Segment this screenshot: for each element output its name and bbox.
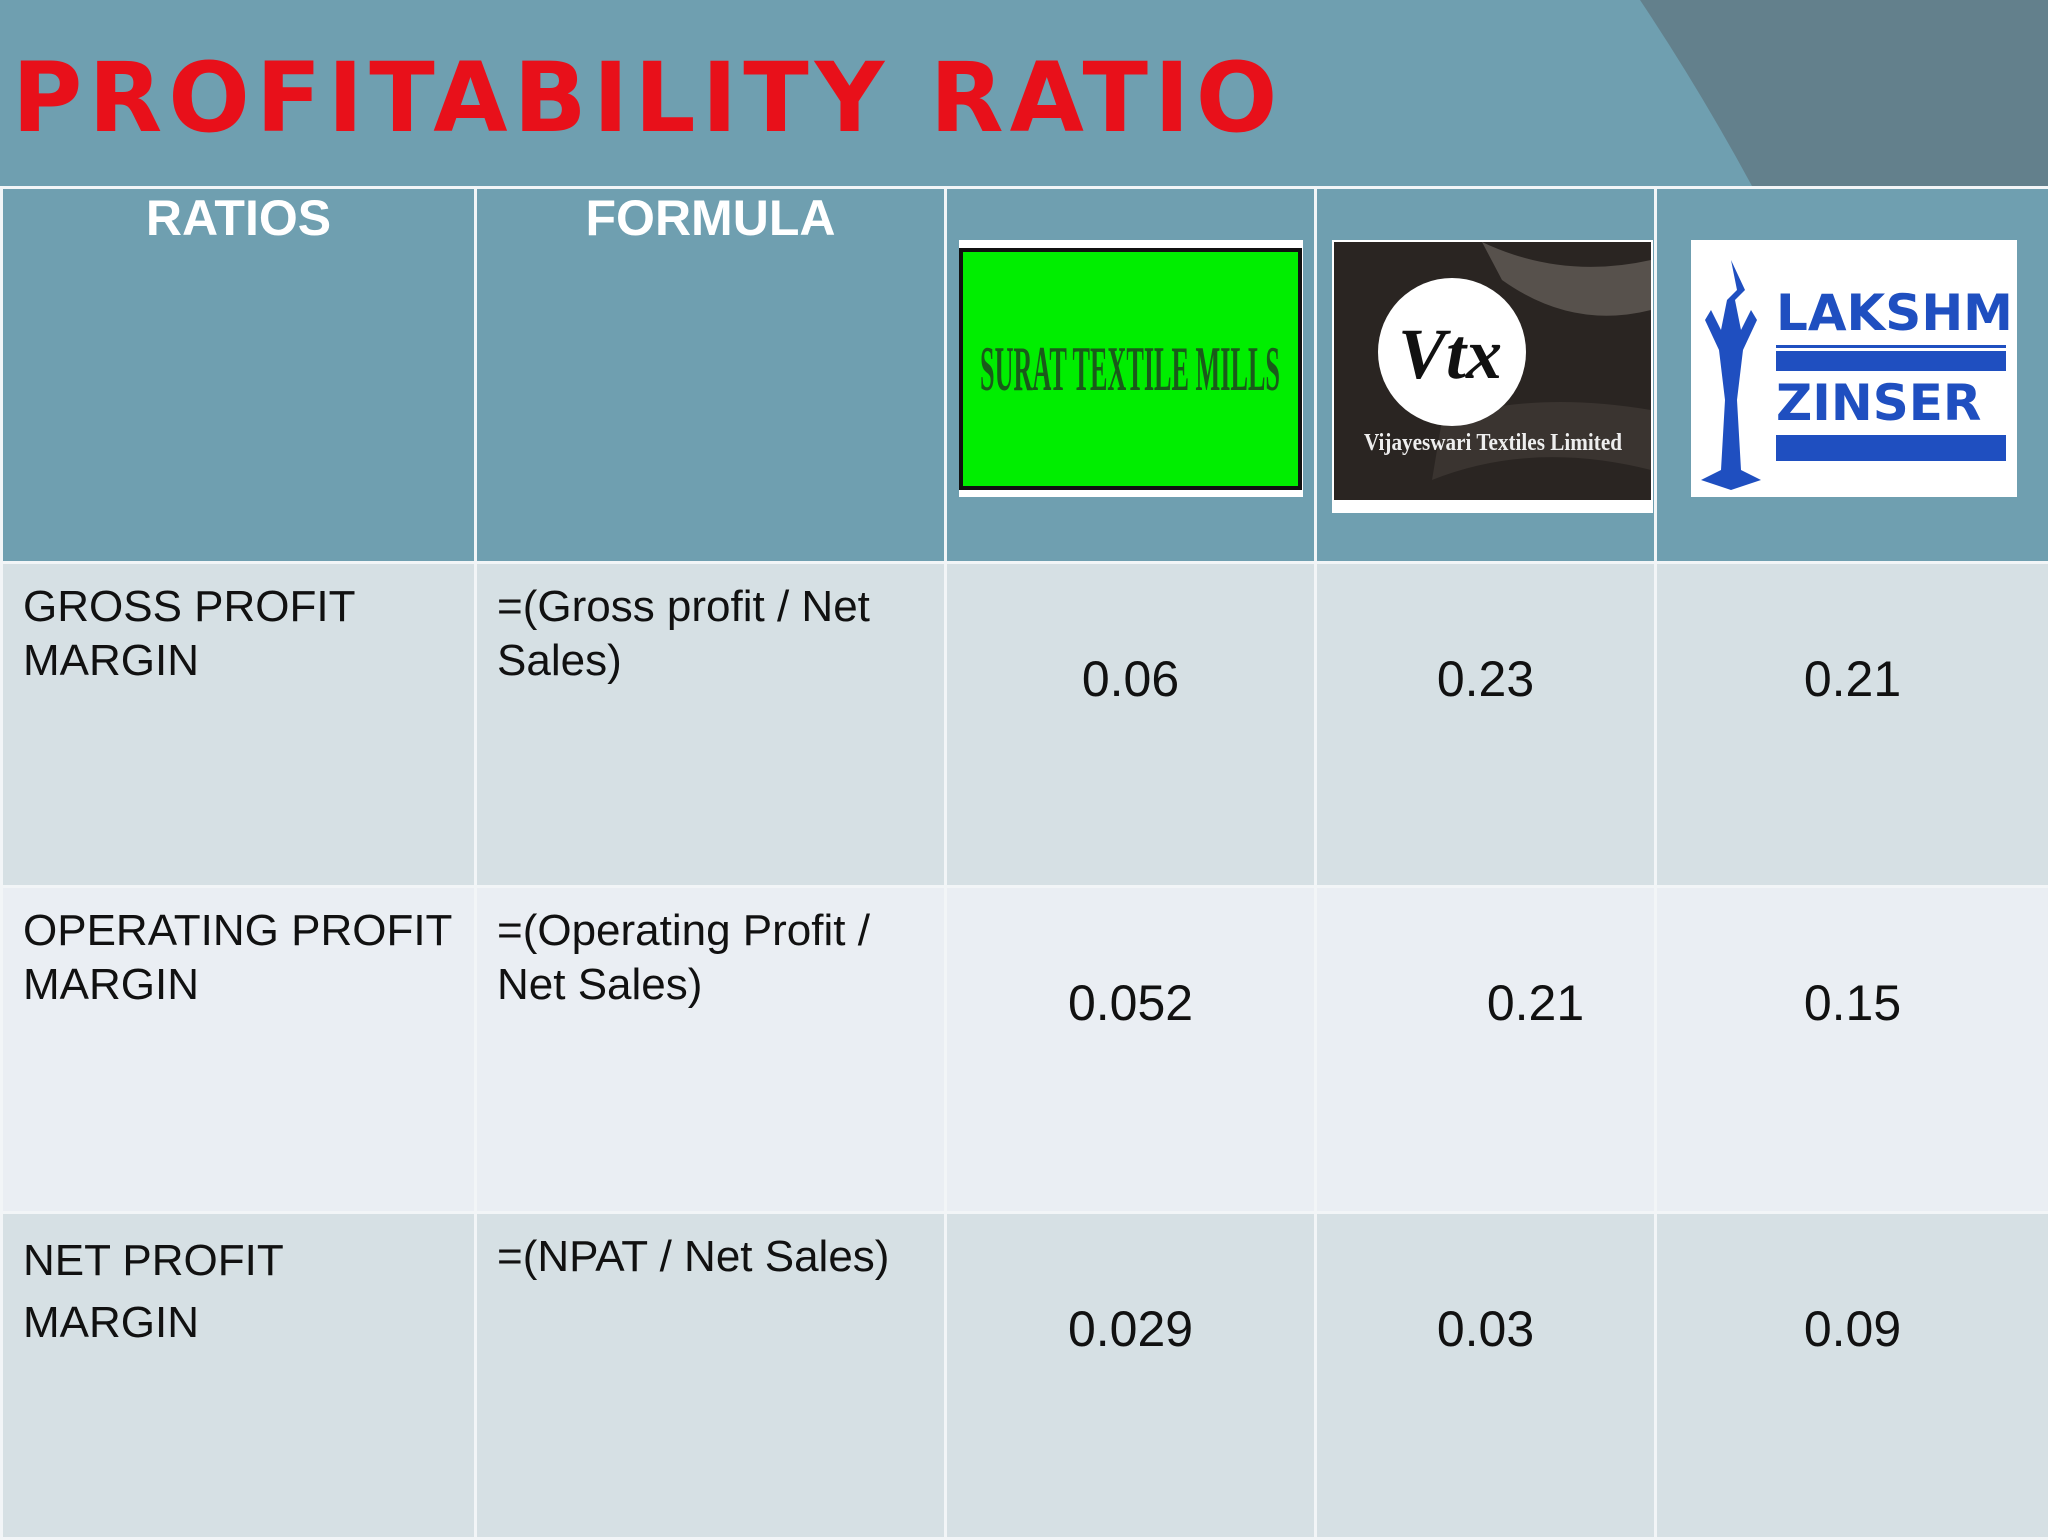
value-cell: 0.06: [946, 563, 1316, 887]
value-lakshmi: 0.09: [1657, 1214, 2048, 1358]
value-cell: 0.21: [1316, 887, 1656, 1213]
header-formula: FORMULA: [476, 188, 946, 563]
vijayeswari-textiles-logo: Vtx Vijayeswari Textiles Limited: [1332, 240, 1653, 513]
ratio-label: GROSS PROFIT MARGIN: [3, 564, 474, 688]
lakshmi-zinser-logo: LAKSHMI ZINSER: [1691, 240, 2017, 497]
value-surat: 0.052: [947, 888, 1314, 1032]
header-logo-surat: SURAT TEXTILE MILLS: [946, 188, 1316, 563]
header-logo-vtx: Vtx Vijayeswari Textiles Limited: [1316, 188, 1656, 563]
value-surat: 0.06: [947, 564, 1314, 708]
ratio-cell: GROSS PROFIT MARGIN: [2, 563, 476, 887]
value-cell: 0.21: [1656, 563, 2048, 887]
value-cell: 0.03: [1316, 1213, 1656, 1539]
value-cell: 0.15: [1656, 887, 2048, 1213]
header-logo-lakshmi: LAKSHMI ZINSER: [1656, 188, 2048, 563]
value-vtx: 0.03: [1317, 1214, 1654, 1358]
formula-text: =(NPAT / Net Sales): [477, 1214, 944, 1284]
ratio-label: OPERATING PROFIT MARGIN: [3, 888, 474, 1012]
vtx-logo-subtext: Vijayeswari Textiles Limited: [1364, 430, 1623, 456]
header-ratios: RATIOS: [2, 188, 476, 563]
value-cell: 0.09: [1656, 1213, 2048, 1539]
value-vtx: 0.23: [1317, 564, 1654, 708]
lakshmi-logo-line2: ZINSER: [1776, 374, 1981, 432]
formula-text: =(Operating Profit / Net Sales): [477, 888, 944, 1012]
table-row: OPERATING PROFIT MARGIN =(Operating Prof…: [2, 887, 2048, 1213]
value-lakshmi: 0.15: [1657, 888, 2048, 1032]
ratios-table: RATIOS FORMULA SURAT TEXTILE MILLS Vtx V…: [0, 186, 2048, 1540]
surat-textile-mills-logo: SURAT TEXTILE MILLS: [959, 240, 1303, 497]
formula-cell: =(NPAT / Net Sales): [476, 1213, 946, 1539]
lakshmi-logo-line1: LAKSHMI: [1776, 284, 2017, 342]
formula-cell: =(Operating Profit / Net Sales): [476, 887, 946, 1213]
value-cell: 0.23: [1316, 563, 1656, 887]
value-cell: 0.029: [946, 1213, 1316, 1539]
formula-text: =(Gross profit / Net Sales): [477, 564, 944, 688]
ratio-cell: OPERATING PROFIT MARGIN: [2, 887, 476, 1213]
header-row: RATIOS FORMULA SURAT TEXTILE MILLS Vtx V…: [2, 188, 2048, 563]
formula-cell: =(Gross profit / Net Sales): [476, 563, 946, 887]
value-surat: 0.029: [947, 1214, 1314, 1358]
slide-title: PROFITABILITY RATIO: [12, 38, 1283, 158]
table-row: GROSS PROFIT MARGIN =(Gross profit / Net…: [2, 563, 2048, 887]
title-band: PROFITABILITY RATIO: [0, 0, 2048, 186]
value-cell: 0.052: [946, 887, 1316, 1213]
ratio-label: NET PROFIT MARGIN: [3, 1214, 474, 1354]
value-lakshmi: 0.21: [1657, 564, 2048, 708]
table-row: NET PROFIT MARGIN =(NPAT / Net Sales) 0.…: [2, 1213, 2048, 1539]
surat-logo-text: SURAT TEXTILE MILLS: [980, 333, 1280, 404]
ratio-cell: NET PROFIT MARGIN: [2, 1213, 476, 1539]
value-vtx: 0.21: [1317, 888, 1654, 1032]
vtx-logo-mark: Vtx: [1398, 314, 1502, 394]
